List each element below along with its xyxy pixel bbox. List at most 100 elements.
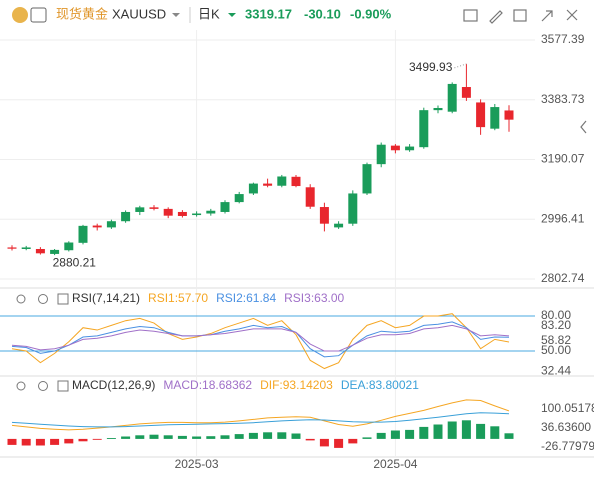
histogram-bar: [234, 434, 244, 439]
histogram-bar: [7, 438, 17, 445]
candle-body: [433, 107, 443, 111]
period[interactable]: 日K: [198, 6, 220, 21]
histogram-bar: [248, 432, 258, 439]
histogram-bar: [362, 437, 372, 439]
histogram-bar: [206, 436, 216, 439]
candle-body: [291, 176, 301, 187]
caret[interactable]: [172, 13, 180, 17]
candle-body: [64, 242, 74, 251]
histogram-bar: [405, 429, 415, 439]
histogram-bar: [21, 438, 31, 446]
legend-entry: DEA:83.80021: [341, 378, 419, 392]
caret[interactable]: [228, 13, 236, 17]
candle-body: [121, 211, 131, 222]
histogram-bar: [64, 438, 74, 444]
histogram-bar: [291, 433, 301, 439]
candle-body: [35, 248, 45, 254]
candle-body: [163, 208, 173, 216]
histogram-bar: [504, 433, 514, 439]
legend-entry: RSI2:61.84: [216, 291, 276, 305]
candle-body: [78, 225, 88, 243]
candle-body: [376, 144, 386, 165]
y-tick-label: 36.63600: [541, 420, 591, 434]
candle-body: [390, 145, 400, 151]
histogram-bar: [447, 421, 457, 439]
histogram-bar: [78, 438, 88, 442]
y-tick-label: -26.77979: [541, 439, 594, 453]
candle-body: [305, 187, 315, 207]
histogram-bar: [433, 424, 443, 439]
candle-body: [206, 210, 216, 214]
histogram-bar: [163, 435, 173, 439]
visibility-icon[interactable]: [16, 381, 26, 391]
y-tick-label: 32.44: [541, 364, 571, 378]
candle-body: [234, 194, 244, 203]
indicator-title: RSI(7,14,21): [72, 291, 140, 305]
histogram-bar: [461, 420, 471, 439]
histogram-bar: [263, 432, 273, 439]
y-tick-label: 58.82: [541, 333, 571, 347]
histogram-bar: [106, 438, 116, 439]
histogram-bar: [277, 432, 287, 439]
indicator-line: [11, 324, 510, 352]
histogram-bar: [121, 436, 131, 439]
indicator-icon[interactable]: [463, 9, 478, 22]
y-tick-label: 80.00: [541, 308, 571, 322]
histogram-bar: [92, 438, 102, 440]
candle-body: [50, 249, 60, 254]
low-label: 2880.21: [53, 255, 97, 269]
candle-body: [319, 207, 329, 224]
y-tick-label: 83.20: [541, 318, 571, 332]
legend-entry: RSI3:63.00: [284, 291, 344, 305]
change: -30.10: [304, 6, 341, 21]
indicator-line: [11, 313, 510, 370]
y-tick-label: 3383.73: [541, 92, 585, 106]
symbol[interactable]: XAUUSD: [112, 6, 166, 21]
grid-icon: [57, 380, 69, 392]
histogram-bar: [50, 438, 60, 445]
y-tick-label: 50.00: [541, 343, 571, 357]
histogram-bar: [220, 435, 230, 439]
histogram-bar: [135, 435, 145, 439]
grid-icon: [57, 293, 69, 305]
candle-body: [135, 207, 145, 212]
candle-icon[interactable]: [513, 9, 527, 22]
legend-entry: DIF:93.14203: [260, 378, 333, 392]
histogram-bar: [419, 426, 429, 439]
symbol-name: 现货黄金: [56, 6, 108, 21]
histogram-bar: [192, 436, 202, 439]
indicator-line: [11, 399, 510, 431]
histogram-bar: [177, 435, 187, 439]
y-tick-label: 2802.74: [541, 271, 585, 285]
expand-icon[interactable]: [541, 10, 553, 22]
candle-body: [21, 247, 31, 249]
logo-box: [30, 7, 47, 23]
y-tick-label: 2996.41: [541, 211, 585, 225]
histogram-bar: [305, 438, 315, 441]
indicator-title: MACD(12,26,9): [72, 378, 155, 392]
settings-icon[interactable]: [38, 294, 48, 304]
x-tick-label: 2025-03: [175, 457, 219, 471]
draw-icon[interactable]: [489, 10, 503, 24]
candle-body: [504, 110, 514, 120]
candle-body: [334, 223, 344, 228]
candle-body: [447, 83, 457, 112]
candle-body: [405, 146, 415, 151]
visibility-icon[interactable]: [16, 294, 26, 304]
collapse-arrow[interactable]: [580, 120, 587, 134]
candle-body: [248, 183, 258, 194]
candle-body: [106, 221, 116, 228]
settings-icon[interactable]: [38, 381, 48, 391]
y-tick-label: 100.05178: [541, 401, 594, 415]
legend-entry: RSI1:57.70: [148, 291, 208, 305]
candle-body: [192, 213, 202, 216]
y-tick-label: 3190.07: [541, 152, 585, 166]
close-icon[interactable]: [566, 9, 578, 21]
x-tick-label: 2025-04: [373, 457, 417, 471]
legend-entry: MACD:18.68362: [163, 378, 252, 392]
leader: [454, 63, 467, 69]
y-tick-label: 3577.39: [541, 32, 585, 46]
histogram-bar: [35, 438, 45, 446]
